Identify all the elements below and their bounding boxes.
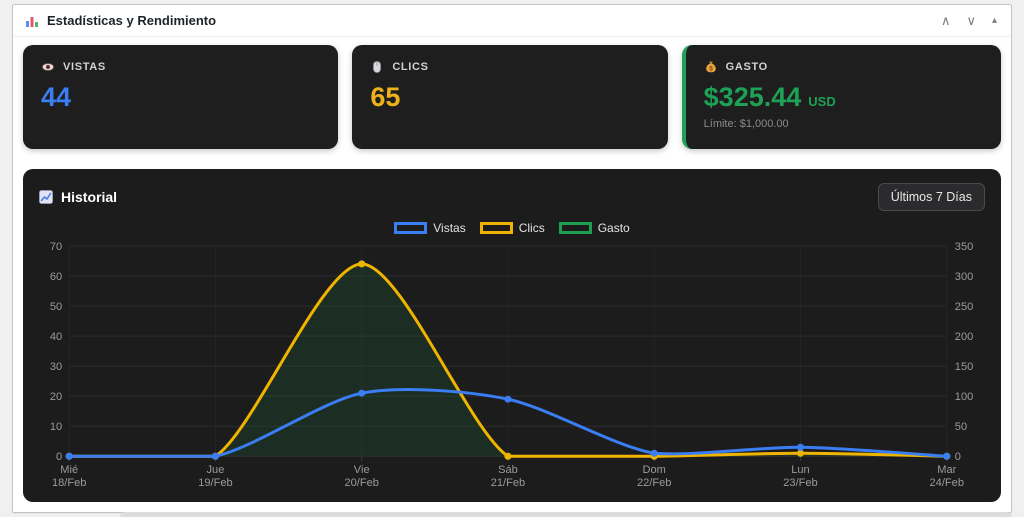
area-fill-gasto (69, 263, 947, 457)
right-axis-tick: 200 (955, 331, 973, 343)
vistas-value: 44 (41, 82, 72, 112)
point-clics[interactable] (796, 449, 805, 457)
x-axis-day-label: Vie (354, 464, 370, 476)
left-axis-tick: 40 (50, 331, 62, 343)
legend-label-gasto: Gasto (597, 221, 630, 235)
x-axis-date-label: 19/Feb (198, 477, 232, 489)
collapse-button[interactable]: ▴ (991, 14, 997, 26)
x-axis-day-label: Dom (643, 464, 666, 476)
right-axis-tick: 350 (955, 241, 973, 253)
point-vistas[interactable] (358, 389, 366, 397)
vistas-card-head: VISTAS (41, 60, 320, 74)
history-chart-panel: Historial Últimos 7 Días Vistas Clics Gast… (23, 169, 1001, 502)
right-axis-tick: 50 (955, 421, 967, 433)
gasto-card-label: GASTO (725, 61, 768, 73)
x-axis-day-label: Lun (791, 464, 809, 476)
x-axis-date-label: 24/Feb (930, 477, 964, 489)
left-axis-tick: 10 (50, 421, 62, 433)
legend-swatch-gasto (558, 222, 592, 234)
widget-title: Estadísticas y Rendimiento (47, 13, 217, 28)
widget-title-wrap: Estadísticas y Rendimiento (25, 13, 216, 28)
legend-label-vistas: Vistas (433, 221, 466, 235)
move-up-button[interactable]: ∧ (940, 13, 951, 28)
widget-header: Estadísticas y Rendimiento ∧ ∨ ▴ (13, 5, 1011, 37)
move-down-button[interactable]: ∨ (966, 13, 976, 28)
legend-label-clics: Clics (518, 221, 545, 235)
point-vistas[interactable] (796, 443, 805, 451)
clics-value: 65 (370, 82, 401, 112)
right-axis-tick: 150 (955, 361, 973, 373)
x-axis-date-label: 22/Feb (637, 477, 671, 489)
chart-title-wrap: Historial (39, 189, 117, 205)
gasto-unit: USD (808, 94, 836, 109)
point-clics[interactable] (504, 452, 512, 460)
widget-body: VISTAS 44 CLICS 65 (13, 37, 1011, 512)
left-axis-tick: 0 (56, 451, 62, 463)
vistas-card-label: VISTAS (63, 61, 106, 73)
gasto-value: $325.44 (703, 82, 802, 112)
clics-card-head: CLICS (370, 60, 649, 74)
right-axis-tick: 100 (955, 391, 973, 403)
point-vistas[interactable] (211, 452, 219, 460)
right-axis-tick: 0 (955, 451, 961, 463)
legend-swatch-clics (479, 222, 513, 234)
stats-widget: Estadísticas y Rendimiento ∧ ∨ ▴ (12, 4, 1012, 513)
gasto-card: $ GASTO $325.44 USD Límite: $1,000.00 (681, 45, 1001, 149)
next-widget-edge (120, 512, 1012, 517)
range-selector-button[interactable]: Últimos 7 Días (877, 183, 985, 211)
legend-item-gasto[interactable]: Gasto (558, 221, 630, 235)
point-clics[interactable] (358, 260, 366, 268)
right-axis-tick: 250 (955, 301, 973, 313)
left-axis-tick: 70 (50, 241, 62, 253)
x-axis-day-label: Mar (937, 464, 956, 476)
gasto-limit: Límite: $1,000.00 (703, 117, 789, 130)
vistas-card: VISTAS 44 (23, 45, 339, 149)
svg-text:$: $ (709, 65, 713, 72)
x-axis-date-label: 18/Feb (52, 477, 86, 489)
point-vistas[interactable] (504, 395, 512, 403)
legend-swatch-vistas (394, 222, 428, 234)
left-axis-tick: 50 (50, 301, 62, 313)
widget-controls: ∧ ∨ ▴ (941, 14, 997, 27)
stat-cards-row: VISTAS 44 CLICS 65 (23, 45, 1001, 149)
left-axis-tick: 60 (50, 271, 62, 283)
right-axis-tick: 300 (955, 271, 973, 283)
left-axis-tick: 20 (50, 391, 62, 403)
chart-title: Historial (61, 189, 118, 205)
x-axis-day-label: Jue (207, 464, 225, 476)
point-vistas[interactable] (943, 452, 951, 460)
legend-item-vistas[interactable]: Vistas (394, 221, 466, 235)
chart-legend: Vistas Clics Gasto (39, 221, 985, 235)
money-bag-icon: $ (705, 61, 716, 72)
gasto-value-row: $325.44 USD (704, 74, 983, 113)
bar-chart-icon (26, 16, 38, 27)
left-axis-tick: 30 (50, 361, 62, 373)
legend-item-clics[interactable]: Clics (479, 221, 545, 235)
x-axis-day-label: Mié (60, 464, 78, 476)
clics-card-label: CLICS (392, 61, 429, 73)
eye-icon (42, 63, 54, 71)
point-vistas[interactable] (650, 449, 658, 457)
clics-card: CLICS 65 (352, 45, 668, 149)
x-axis-date-label: 23/Feb (783, 477, 817, 489)
point-vistas[interactable] (65, 452, 73, 460)
x-axis-date-label: 20/Feb (344, 477, 378, 489)
chart-header: Historial Últimos 7 Días (39, 181, 985, 213)
x-axis-date-label: 21/Feb (491, 477, 525, 489)
mouse-icon (373, 61, 382, 73)
gasto-card-head: $ GASTO (704, 60, 983, 74)
line-chart-icon (39, 190, 53, 204)
x-axis-day-label: Sáb (498, 464, 518, 476)
